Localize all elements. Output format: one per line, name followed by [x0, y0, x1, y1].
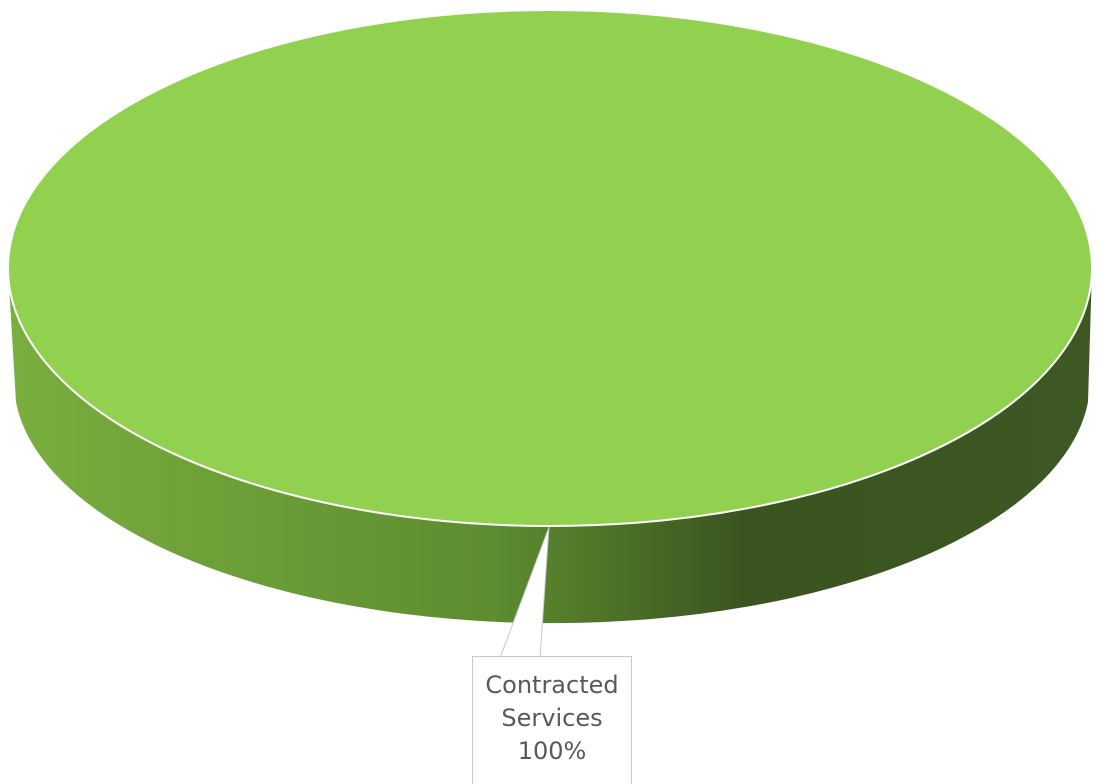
data-label-line1: Contracted — [485, 671, 619, 699]
data-label-line2: Services — [501, 704, 603, 732]
data-label-contracted-services: Contracted Services 100% — [472, 656, 632, 784]
pie-slice-contracted-services — [7, 9, 1093, 527]
data-label-percent: 100% — [517, 737, 587, 765]
